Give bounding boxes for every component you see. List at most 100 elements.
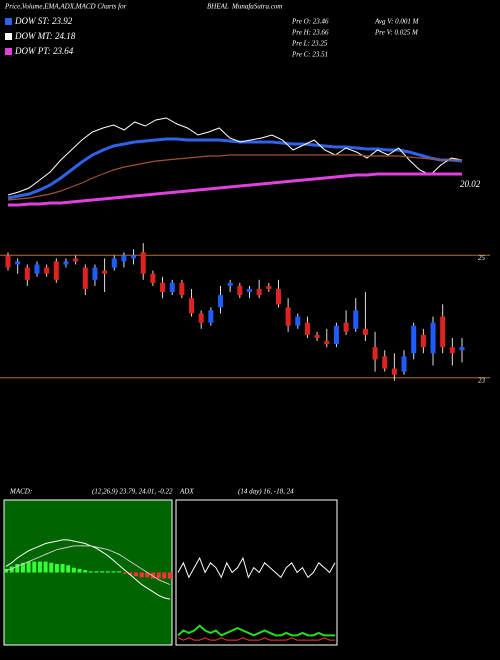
symbol: BHEAL <box>207 3 229 11</box>
candle-body <box>179 282 185 296</box>
candle-body <box>92 267 98 280</box>
histogram-bar <box>9 566 14 573</box>
stat: Pre C: 23.51 <box>291 51 328 59</box>
histogram-bar <box>128 572 133 575</box>
price-annotation: 20.02 <box>460 179 481 189</box>
y-tick-label: 25 <box>478 254 486 262</box>
candle-body <box>44 267 50 274</box>
histogram-bar <box>49 562 54 573</box>
candle-body <box>63 261 69 265</box>
candle-body <box>34 264 40 274</box>
histogram-bar <box>134 572 139 577</box>
y-tick-label: 23 <box>478 376 486 384</box>
legend-label: DOW PT: 23.64 <box>14 46 74 56</box>
series-line <box>177 624 335 637</box>
histogram-bar <box>37 561 42 573</box>
candle-body <box>131 255 137 259</box>
candle-body <box>237 285 243 296</box>
histogram-bar <box>77 568 82 573</box>
candle-body <box>111 258 117 268</box>
panel-subtitle: (12,26,9) 23.79, 24.01, -0.22 <box>92 488 173 496</box>
candle-body <box>218 295 224 308</box>
series-line <box>177 556 336 579</box>
histogram-bar <box>156 572 161 579</box>
histogram-bar <box>139 572 144 578</box>
histogram-bar <box>151 572 156 579</box>
histogram-bar <box>71 567 76 573</box>
candle-body <box>275 288 281 305</box>
histogram-bar <box>111 571 116 573</box>
histogram-bar <box>122 572 127 574</box>
candle-body <box>343 322 349 332</box>
candle-body <box>285 307 291 326</box>
histogram-bar <box>26 561 31 573</box>
legend-swatch <box>5 18 12 25</box>
candle-body <box>362 328 368 335</box>
histogram-bar <box>145 572 150 578</box>
candle-body <box>449 347 455 354</box>
candle-body <box>150 273 156 283</box>
candle-body <box>140 252 146 274</box>
histogram-bar <box>168 572 172 579</box>
series-line <box>8 172 462 207</box>
histogram-bar <box>60 564 65 573</box>
histogram-bar <box>54 564 59 573</box>
page-title: Price,Volume,EMA,ADX,MACD Charts for <box>4 3 127 11</box>
histogram-bar <box>94 571 99 573</box>
candle-body <box>73 258 79 262</box>
series-line <box>5 545 171 586</box>
stat: Pre O: 23.46 <box>291 18 329 26</box>
candle-body <box>5 255 11 268</box>
legend-label: DOW MT: 24.18 <box>14 31 76 41</box>
histogram-bar <box>66 565 71 573</box>
candle-body <box>372 347 378 360</box>
candle-body <box>24 267 30 280</box>
candle-body <box>420 334 426 348</box>
candle-body <box>430 322 436 354</box>
stat: Pre L: 23.25 <box>291 40 328 48</box>
candle-body <box>169 282 175 293</box>
histogram-bar <box>105 571 110 573</box>
candle-body <box>15 261 21 265</box>
histogram-bar <box>4 568 8 573</box>
candle-body <box>333 325 339 345</box>
histogram-bar <box>162 572 167 579</box>
series-line <box>5 539 171 600</box>
series-line <box>7 137 463 200</box>
panel-title: ADX <box>179 488 194 496</box>
candle-body <box>295 316 301 326</box>
series-line <box>177 637 335 641</box>
candle-body <box>459 347 465 351</box>
legend-swatch <box>5 48 12 55</box>
candle-body <box>121 255 127 262</box>
series-line <box>7 154 462 201</box>
candle-body <box>324 341 330 345</box>
candle-body <box>227 282 233 286</box>
stat: Avg V: 0.001 M <box>374 18 420 26</box>
panel-background <box>175 499 338 646</box>
candle-body <box>198 313 204 323</box>
histogram-bar <box>20 562 25 573</box>
candle-body <box>382 356 388 369</box>
candle-body <box>53 261 59 280</box>
candle-body <box>102 270 108 274</box>
candle-body <box>314 334 320 338</box>
histogram-bar <box>32 561 37 573</box>
histogram-bar <box>100 571 105 573</box>
candle-body <box>189 298 195 314</box>
legend-swatch <box>5 33 12 40</box>
site: MunafaSutra.com <box>231 3 282 11</box>
histogram-bar <box>88 571 93 573</box>
candle-body <box>391 368 397 375</box>
candle-body <box>266 285 272 289</box>
candle-body <box>440 316 446 348</box>
histogram-bar <box>117 571 122 573</box>
candle-body <box>160 282 166 293</box>
candle-body <box>246 288 252 293</box>
histogram-bar <box>83 570 88 573</box>
candle-body <box>401 356 407 372</box>
panel-subtitle: (14 day) 16, -18, 24 <box>238 488 294 496</box>
histogram-bar <box>43 561 48 573</box>
candle-body <box>353 310 359 329</box>
